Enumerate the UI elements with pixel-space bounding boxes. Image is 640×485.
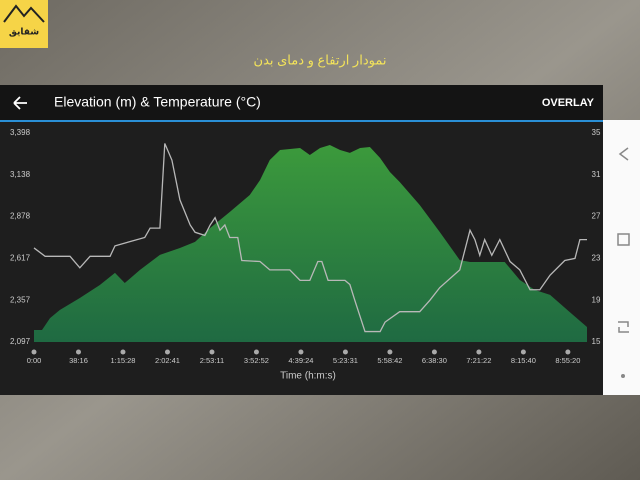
app-title: Elevation (m) & Temperature (°C) <box>54 94 261 110</box>
x-tick-label: 2:02:41 <box>155 356 180 365</box>
x-tick-mark <box>75 349 81 355</box>
x-tick-mark <box>476 349 482 355</box>
app-bar <box>0 85 603 121</box>
y-tick-label: 3,398 <box>10 128 31 137</box>
x-tick-label: 3:52:52 <box>244 356 269 365</box>
x-tick-label: 2:53:11 <box>200 356 224 365</box>
elevation-area <box>34 145 587 342</box>
nav-back[interactable] <box>618 147 629 161</box>
y-tick-label: 2,357 <box>10 295 31 304</box>
x-tick-label: 8:15:40 <box>511 356 536 365</box>
logo: شقایق <box>0 0 48 48</box>
x-tick-label: 7:21:22 <box>466 356 491 365</box>
nav-dot <box>621 374 625 378</box>
x-tick-label: 0:00 <box>27 356 42 365</box>
x-tick-label: 1:15:28 <box>110 356 135 365</box>
x-tick-mark <box>431 349 437 355</box>
temperature-line <box>33 143 587 333</box>
logo-text: شقایق <box>9 26 39 37</box>
y2-tick-label: 23 <box>592 254 601 263</box>
y-tick-label: 2,878 <box>10 212 31 221</box>
y-tick-label: 2,097 <box>10 337 31 346</box>
x-tick-label: 6:38:30 <box>422 356 447 365</box>
y2-tick-label: 31 <box>592 170 601 179</box>
overlay-button[interactable]: OVERLAY <box>542 97 595 109</box>
x-tick-label: 4:39:24 <box>288 356 313 365</box>
nav-bar <box>603 120 640 395</box>
x-tick-mark <box>31 349 37 355</box>
divider <box>0 120 603 122</box>
x-tick-mark <box>298 349 304 355</box>
x-tick-mark <box>342 349 348 355</box>
y2-tick-label: 19 <box>592 295 601 304</box>
x-tick-label: 5:58:42 <box>377 356 402 365</box>
x-tick-mark <box>253 349 259 355</box>
back-button[interactable] <box>13 96 27 110</box>
y-tick-label: 2,617 <box>10 254 31 263</box>
x-tick-mark <box>209 349 215 355</box>
y2-tick-label: 27 <box>592 212 601 221</box>
x-axis-label: Time (h:m:s) <box>280 371 336 382</box>
caption: نمودار ارتفاع و دمای بدن <box>254 52 387 68</box>
x-tick-mark <box>164 349 170 355</box>
y-tick-label: 3,138 <box>10 170 31 179</box>
x-tick-mark <box>520 349 526 355</box>
x-tick-label: 38:16 <box>69 356 88 365</box>
x-tick-mark <box>120 349 126 355</box>
nav-recents[interactable] <box>618 321 629 333</box>
x-tick-label: 8:55:20 <box>555 356 580 365</box>
x-tick-mark <box>387 349 393 355</box>
x-tick-label: 5:23:31 <box>333 356 358 365</box>
y2-tick-label: 35 <box>592 128 601 137</box>
nav-home[interactable] <box>617 233 630 246</box>
y2-tick-label: 15 <box>592 337 601 346</box>
x-tick-mark <box>565 349 571 355</box>
